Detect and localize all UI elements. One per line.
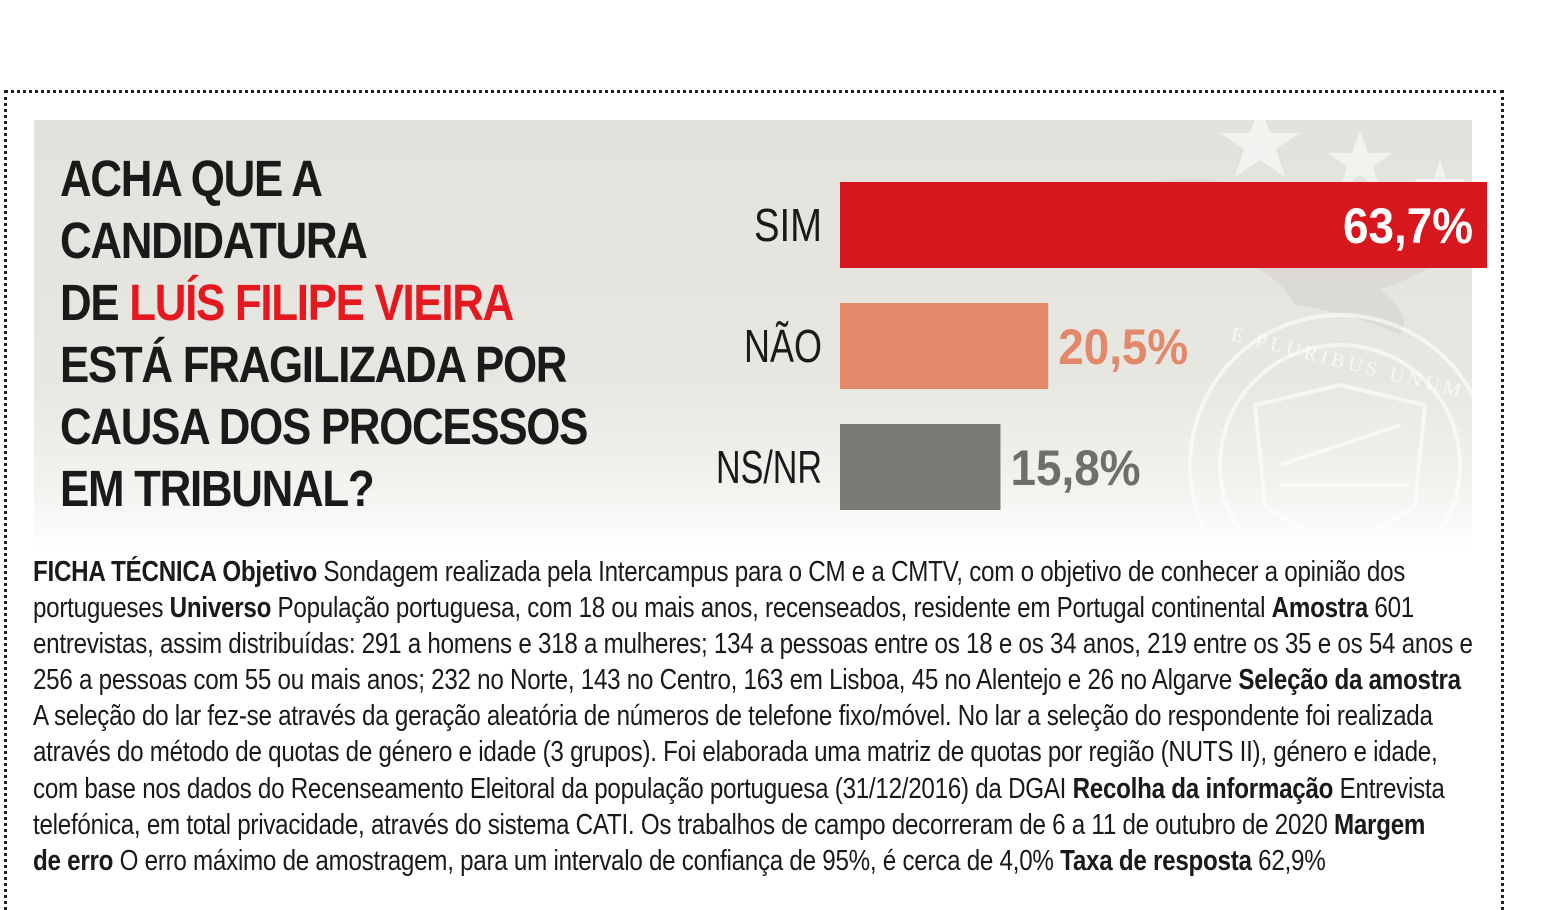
section-text: entrevistas, assim distribuídas: 291 a h… — [33, 628, 1473, 661]
section-text: 62,9% — [1251, 844, 1326, 877]
technical-sheet-line: telefónica, em total privacidade, atravé… — [33, 807, 1475, 843]
bar-sim — [840, 182, 1487, 268]
section-heading: Margem — [1333, 808, 1426, 841]
bar-no — [840, 303, 1049, 389]
section-text: População portuguesa, com 18 ou mais ano… — [271, 592, 1272, 625]
value-label: 63,7% — [1343, 198, 1473, 254]
question-line: DE LUÍS FILIPE VIEIRA — [60, 272, 610, 334]
dotted-frame — [4, 90, 1504, 910]
technical-sheet-line: de erro O erro máximo de amostragem, par… — [33, 843, 1475, 879]
question-line: CANDIDATURA — [60, 212, 368, 269]
technical-sheet: FICHA TÉCNICA Objetivo Sondagem realizad… — [33, 554, 1475, 879]
question-text: DE — [60, 274, 130, 331]
section-text: 256 a pessoas com 55 ou mais anos; 232 n… — [33, 664, 1239, 697]
section-text: através do método de quotas de género e … — [33, 736, 1438, 769]
section-heading: Recolha da informação — [1072, 772, 1334, 805]
section-text: Entrevista — [1333, 772, 1445, 805]
bar-nsnr — [840, 424, 1001, 510]
section-text: Sondagem realizada pela Intercampus para… — [316, 556, 1406, 588]
survey-question: ACHA QUE A CANDIDATURA DE LUÍS FILIPE VI… — [60, 148, 610, 520]
technical-sheet-line: FICHA TÉCNICA Objetivo Sondagem realizad… — [33, 554, 1475, 590]
category-label: NS/NR — [716, 441, 822, 493]
section-text: com base nos dados do Recenseamento Elei… — [33, 772, 1073, 805]
question-line: ACHA QUE A — [60, 150, 323, 207]
technical-sheet-line: A seleção do lar fez-se através da geraç… — [33, 698, 1475, 734]
candidate-name: LUÍS FILIPE VIEIRA — [129, 274, 514, 331]
section-heading: de erro — [33, 844, 114, 877]
section-text: portugueses — [33, 592, 170, 625]
section-heading: Amostra — [1271, 592, 1369, 625]
section-text: A seleção do lar fez-se através da geraç… — [33, 700, 1433, 733]
question-line: ESTÁ FRAGILIZADA POR — [60, 336, 567, 393]
technical-sheet-line: 256 a pessoas com 55 ou mais anos; 232 n… — [33, 662, 1475, 698]
section-text: O erro máximo de amostragem, para um int… — [113, 844, 1061, 877]
technical-sheet-line: com base nos dados do Recenseamento Elei… — [33, 771, 1475, 807]
value-label: 15,8% — [1010, 440, 1140, 496]
question-line: CAUSA DOS PROCESSOS — [60, 398, 588, 455]
section-heading: FICHA TÉCNICA Objetivo — [33, 556, 317, 588]
technical-sheet-line: portugueses Universo População portugues… — [33, 590, 1475, 626]
category-label: SIM — [754, 199, 822, 251]
section-text: 601 — [1367, 592, 1414, 625]
section-text: telefónica, em total privacidade, atravé… — [33, 808, 1334, 841]
section-heading: Seleção da amostra — [1238, 664, 1461, 697]
technical-sheet-line: através do método de quotas de género e … — [33, 734, 1475, 770]
value-label: 20,5% — [1058, 319, 1188, 375]
section-heading: Universo — [169, 592, 272, 625]
section-heading: Taxa de resposta — [1060, 844, 1252, 877]
question-line: EM TRIBUNAL? — [60, 460, 375, 517]
technical-sheet-line: entrevistas, assim distribuídas: 291 a h… — [33, 626, 1475, 662]
category-label: NÃO — [744, 320, 822, 372]
